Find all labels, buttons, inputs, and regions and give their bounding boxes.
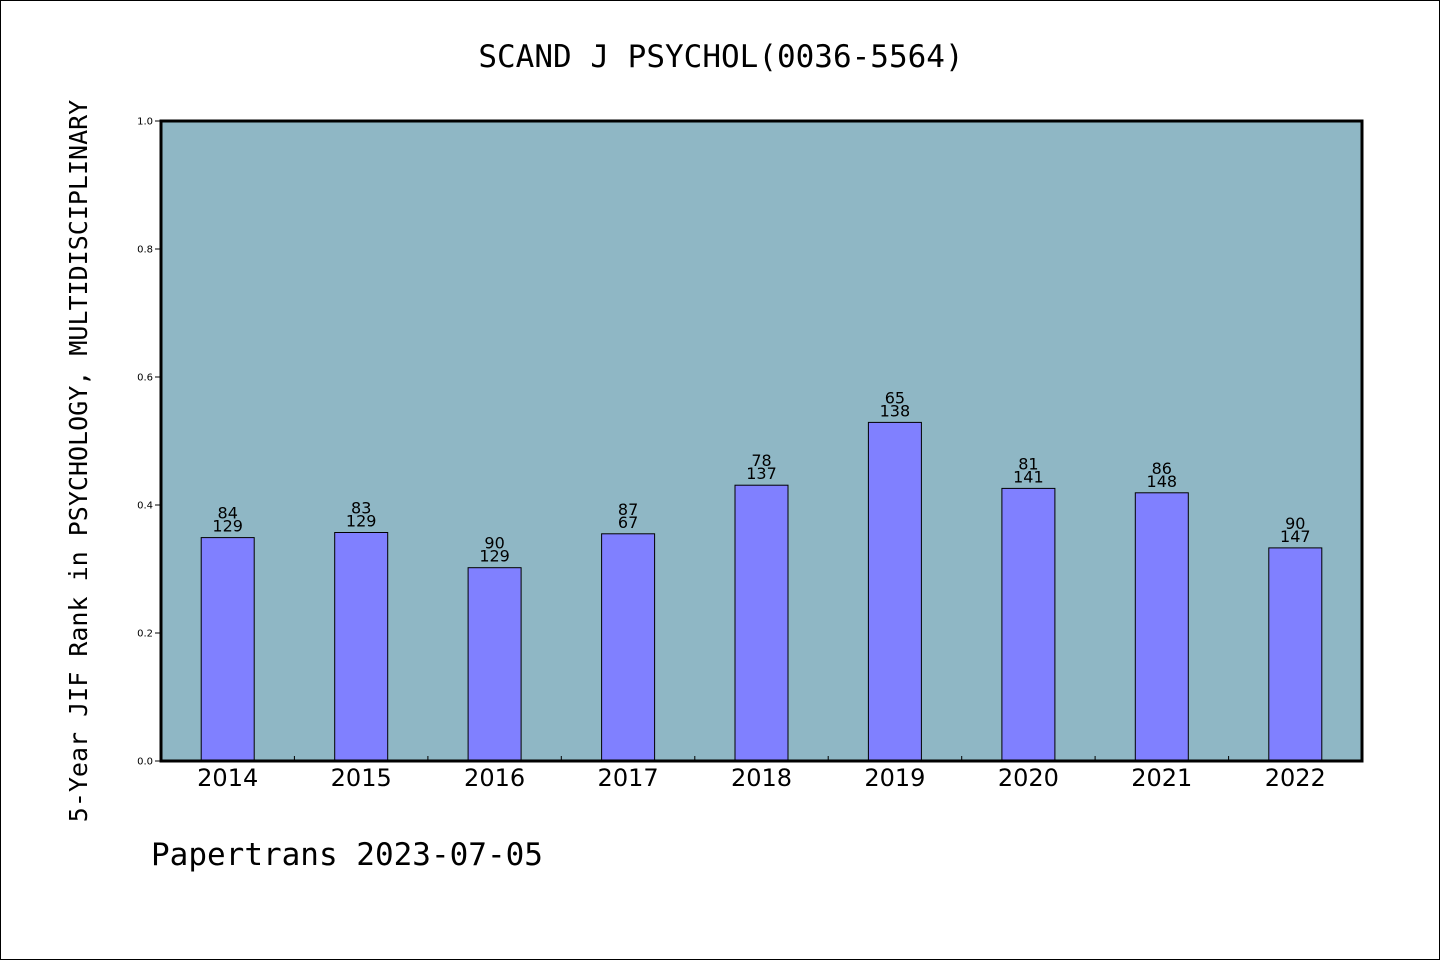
plot-border [159,119,1364,763]
x-tick-label: 2016 [464,764,525,792]
x-tick-label: 2021 [1131,764,1192,792]
bar-rank-label: 86 [1152,459,1172,478]
bar-2014 [200,537,255,762]
x-tick-label: 2014 [197,764,258,792]
bar-2020 [1001,487,1056,762]
bar-2017 [601,533,656,762]
bar-total-label: 67 [618,513,638,532]
footer-credit: Papertrans 2023-07-05 [151,837,543,873]
bar-total-label: 147 [1280,527,1311,546]
bar-total-label: 148 [1147,472,1178,491]
x-axis-ticks: 2014 2015 2016 2017 2018 2019 2020 2021 2022 [197,756,1326,792]
y-tick-label: 1.0 [137,117,153,128]
bar-rank-label: 90 [1285,514,1305,533]
bar-total-label: 138 [880,401,911,420]
y-tick-label: 0.0 [137,757,153,768]
bar-rank-label: 87 [618,500,638,519]
x-tick-label: 2017 [598,764,659,792]
x-tick-label: 2015 [331,764,392,792]
y-tick-label: 0.8 [137,245,153,256]
y-tick-label: 0.2 [137,629,153,640]
bar-total-label: 129 [479,547,510,566]
x-tick-label: 2019 [864,764,925,792]
y-tick-label: 0.4 [137,501,153,512]
bar-total-label: 137 [746,464,777,483]
bar-rank-label: 90 [484,534,504,553]
chart-title: SCAND J PSYCHOL(0036-5564) [478,39,963,75]
x-tick-label: 2022 [1265,764,1326,792]
bar-2018 [734,484,789,762]
bar-2019 [867,421,922,762]
bar-rank-label: 78 [751,451,771,470]
bar-rank-label: 83 [351,499,371,518]
y-axis-label: 5-Year JIF Rank in PSYCHOLOGY, MULTIDISC… [64,100,93,822]
bar-total-label: 129 [212,517,243,536]
bar-rank-label: 65 [885,388,905,407]
y-tick-label: 0.6 [137,373,153,384]
bar-total-label: 141 [1013,467,1044,486]
bar-total-label: 129 [346,512,377,531]
x-tick-label: 2020 [998,764,1059,792]
x-tick-label: 2018 [731,764,792,792]
bar-rank-label: 81 [1018,454,1038,473]
bar-rank-label: 84 [218,504,238,523]
y-axis-ticks: 0.0 0.2 0.4 0.6 0.8 1.0 [137,117,161,768]
bar-2021 [1134,492,1189,762]
bar-2022 [1268,547,1323,762]
bar-2016 [467,567,522,762]
bar-2015 [334,532,389,762]
